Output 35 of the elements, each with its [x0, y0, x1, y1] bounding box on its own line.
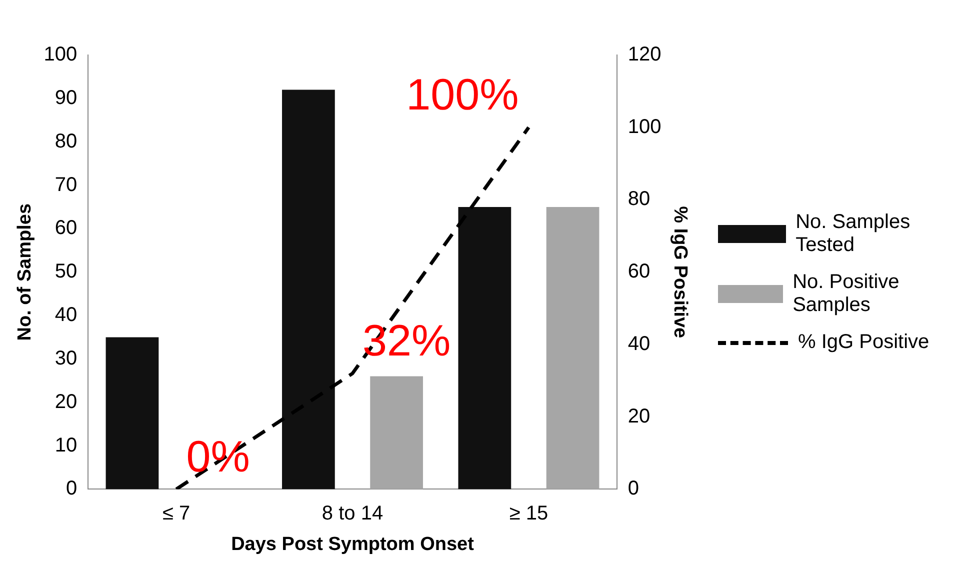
y-tick-label: 70: [54, 174, 78, 196]
bar: [282, 90, 335, 490]
legend-label: No. Positive Samples: [792, 271, 900, 317]
x-axis-title: Days Post Symptom Onset: [231, 534, 475, 555]
legend-label: No. Samples Tested: [796, 211, 912, 257]
y-tick-label: 40: [54, 304, 78, 326]
data-label: 100%: [406, 70, 519, 120]
legend-label: % IgG Positive: [798, 331, 930, 354]
y2-tick-label: 60: [628, 260, 650, 283]
bar: [546, 206, 600, 490]
y2-tick-label: 40: [628, 332, 650, 355]
y-tick-label: 30: [54, 347, 78, 370]
y2-tick-label: 80: [628, 188, 650, 210]
x-tick-label: ≤ 7: [162, 502, 190, 525]
y-tick-label: 80: [54, 130, 78, 152]
data-label: 0%: [186, 432, 250, 482]
y-tick-label: 90: [54, 86, 78, 109]
y-tick-label: 60: [54, 217, 78, 240]
bar: [106, 337, 159, 490]
y2-axis-title: % IgG Positive: [669, 206, 690, 338]
y2-tick-label: 0: [628, 478, 639, 500]
y2-tick-label: 120: [628, 44, 662, 66]
bar: [458, 206, 512, 490]
y-tick-label: 20: [54, 390, 78, 413]
y2-tick-label: 100: [628, 116, 662, 138]
bar: [370, 376, 423, 490]
y-tick-label: 100: [44, 44, 78, 66]
data-label: 32%: [362, 316, 451, 366]
y-tick-label: 50: [54, 260, 78, 283]
x-tick-label: 8 to 14: [322, 502, 384, 525]
y-tick-label: 10: [54, 434, 78, 456]
y-axis-title: No. of Samples: [14, 203, 36, 341]
y2-tick-label: 20: [628, 405, 650, 428]
y-tick-label: 0: [66, 478, 78, 500]
x-tick-label: ≥ 15: [509, 502, 548, 525]
